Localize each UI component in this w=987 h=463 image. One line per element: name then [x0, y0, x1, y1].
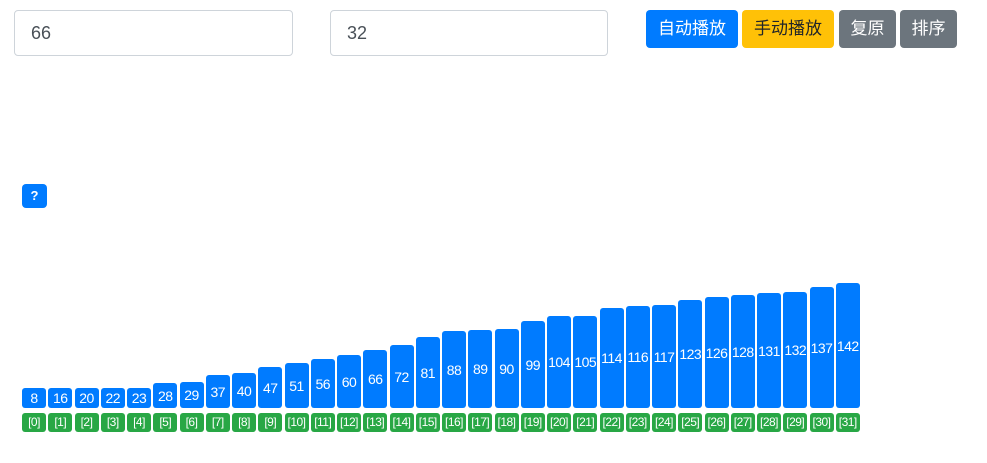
index-badge: [2] — [74, 413, 99, 432]
array-bar: 56 — [310, 359, 335, 408]
array-bar: 128 — [730, 295, 755, 408]
index-badge: [11] — [310, 413, 335, 432]
index-badge: [28] — [757, 413, 781, 432]
index-badge: [16] — [442, 413, 466, 432]
array-bar: 47 — [258, 367, 283, 408]
array-bar: 51 — [284, 363, 309, 408]
array-bar: 88 — [442, 331, 466, 408]
index-badge: [12] — [337, 413, 361, 432]
sort-button[interactable]: 排序 — [900, 10, 957, 48]
index-badge: [31] — [835, 413, 860, 432]
index-badge: [29] — [783, 413, 808, 432]
array-bar: 137 — [809, 287, 834, 408]
index-badge: [20] — [547, 413, 571, 432]
index-badge: [7] — [205, 413, 230, 432]
array-bar: 105 — [573, 316, 598, 408]
array-bar: 40 — [232, 373, 256, 408]
index-badge: [0] — [22, 413, 46, 432]
array-bar: 131 — [757, 293, 781, 408]
array-bar: 28 — [153, 383, 178, 408]
array-bar: 104 — [547, 316, 571, 408]
index-badge: [15] — [415, 413, 440, 432]
index-badge: [13] — [363, 413, 388, 432]
array-bar: 23 — [127, 388, 151, 408]
index-badge: [26] — [704, 413, 729, 432]
array-bar: 142 — [835, 283, 860, 408]
array-bar: 60 — [337, 355, 361, 408]
index-badge: [27] — [730, 413, 755, 432]
array-bar: 8 — [22, 388, 46, 408]
index-badge: [30] — [809, 413, 834, 432]
array-bar: 132 — [783, 292, 808, 408]
index-badge: [1] — [48, 413, 73, 432]
array-bar: 114 — [599, 308, 624, 408]
array-bar: 89 — [468, 330, 493, 408]
value-input[interactable] — [14, 10, 293, 56]
array-bar: 90 — [494, 329, 519, 408]
index-badge: [9] — [258, 413, 283, 432]
array-bar: 126 — [704, 297, 729, 408]
reset-button[interactable]: 复原 — [839, 10, 896, 48]
index-badge: [25] — [678, 413, 703, 432]
index-badge: [8] — [232, 413, 256, 432]
array-bar: 116 — [625, 306, 650, 408]
index-badge: [24] — [652, 413, 676, 432]
index-badge: [22] — [599, 413, 624, 432]
index-badge: [18] — [494, 413, 519, 432]
array-bar: 81 — [415, 337, 440, 408]
index-badge: [17] — [468, 413, 493, 432]
array-bar: 66 — [363, 350, 388, 408]
array-bar: 37 — [205, 375, 230, 408]
count-input[interactable] — [330, 10, 608, 56]
index-badge: [5] — [153, 413, 178, 432]
index-badge: [19] — [520, 413, 545, 432]
auto-play-button[interactable]: 自动播放 — [646, 10, 738, 48]
index-badge: [10] — [284, 413, 309, 432]
array-bar: 123 — [678, 300, 703, 408]
index-badge: [21] — [573, 413, 598, 432]
array-bar: 117 — [652, 305, 676, 408]
index-badge: [4] — [127, 413, 151, 432]
help-badge[interactable]: ? — [22, 184, 47, 208]
array-bar: 29 — [179, 382, 204, 408]
index-badge: [6] — [179, 413, 204, 432]
index-badge: [3] — [100, 413, 125, 432]
array-bar: 20 — [74, 388, 99, 408]
index-badge: [23] — [625, 413, 650, 432]
array-bar: 16 — [48, 388, 73, 408]
manual-play-button[interactable]: 手动播放 — [742, 10, 834, 48]
array-bar: 72 — [389, 345, 414, 408]
array-bar: 22 — [100, 388, 125, 408]
array-bar: 99 — [520, 321, 545, 408]
index-badge: [14] — [389, 413, 414, 432]
